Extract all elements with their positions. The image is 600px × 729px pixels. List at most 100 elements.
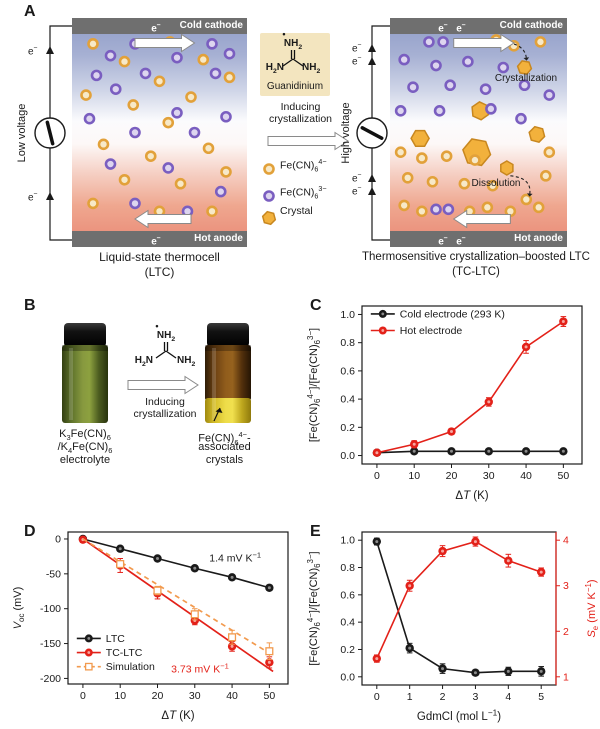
ferricyanide-ion xyxy=(129,197,141,210)
ferricyanide-ion xyxy=(90,69,103,82)
left-vial-label-line3: electrolyte xyxy=(59,454,111,466)
electron-direction-arrowhead xyxy=(368,57,376,65)
tcltc-caption-line1: Thermosensitive crystallization–boosted … xyxy=(362,251,590,263)
ferricyanide-ion xyxy=(109,83,122,95)
guanidinium-box xyxy=(260,33,330,96)
molecule-top-group: NH2 xyxy=(156,330,176,343)
ferrocyanide-ion xyxy=(458,177,471,190)
svg-text:10: 10 xyxy=(408,470,420,482)
ferricyanide-ion xyxy=(515,112,527,125)
svg-text:1.0: 1.0 xyxy=(340,309,355,321)
chart-c-svg: 0 10 20 30 40 50 0.0 0.2 0.4 0.6 0.8 1.0 ΔT (K) [Fe(C… xyxy=(306,305,583,502)
ferricyanide-ion xyxy=(214,185,227,198)
ferrocyanide-ion xyxy=(401,172,414,184)
svg-text:0.2: 0.2 xyxy=(340,644,355,656)
phase-change-arrow xyxy=(503,41,527,58)
svg-text:Simulation: Simulation xyxy=(106,661,155,673)
plot-frame xyxy=(361,305,583,465)
ferrocyanide-ion xyxy=(469,154,481,166)
panel-a-label: A xyxy=(24,3,36,20)
ferrocyanide-ion xyxy=(144,150,157,162)
svg-text:2: 2 xyxy=(440,691,446,703)
svg-text:4: 4 xyxy=(505,691,511,703)
ferrocyanide-ion xyxy=(534,36,547,48)
electron-direction-arrowhead xyxy=(46,46,54,54)
svg-text:Hot electrode: Hot electrode xyxy=(400,325,463,337)
molecule-top-group: NH2 xyxy=(283,38,303,51)
ferricyanide-ion xyxy=(518,79,531,92)
electron-label: e− xyxy=(456,22,466,35)
chart-d: 0 10 20 30 40 50 0 -50 -100 -150 -200 ΔT (K) Voc (mV… xyxy=(8,526,298,728)
tc-ltc-cell xyxy=(390,18,567,247)
svg-text:Voc (mV): Voc (mV) xyxy=(12,587,26,630)
electron-direction-arrowhead xyxy=(368,187,376,195)
right-vial-label-line2: associated xyxy=(198,441,251,453)
svg-text:0.8: 0.8 xyxy=(340,562,355,574)
svg-text:ΔT (K): ΔT (K) xyxy=(455,490,488,502)
ferricyanide-ion xyxy=(171,107,183,119)
molecule-left-group: H2N xyxy=(265,62,284,75)
svg-text:0: 0 xyxy=(374,470,380,482)
crystal-hexagon xyxy=(528,125,546,144)
svg-text:0.8: 0.8 xyxy=(340,337,355,349)
ferrocyanide-ion xyxy=(398,199,410,212)
low-voltage-label: Low voltage xyxy=(16,103,28,163)
chart-e-svg: 0 1 2 3 4 5 0.0 0.2 0.4 0.6 0.8 1.0 1 2 3 4 Se (mV K−1) G… xyxy=(306,531,600,723)
ferrocyanide-ion xyxy=(532,201,545,214)
svg-text:0.0: 0.0 xyxy=(340,671,355,683)
ferricyanide-ion xyxy=(129,126,141,139)
legend-crystal-label: Crystal xyxy=(280,205,313,217)
legend-ferricyanide-label: Fe(CN)63− xyxy=(280,185,327,201)
ferrocyanide-ion xyxy=(220,166,232,178)
ferricyanide-ion xyxy=(423,36,435,48)
left-vial-label-line2: /K4Fe(CN)6 xyxy=(57,441,113,456)
svg-text:30: 30 xyxy=(483,470,495,482)
electron-label: e− xyxy=(456,235,466,248)
svg-text:1.4 mV K−1: 1.4 mV K−1 xyxy=(209,550,261,564)
chart-e: 0 1 2 3 4 5 0.0 0.2 0.4 0.6 0.8 1.0 1 2 3 4 Se (mV K−1) G… xyxy=(304,526,600,729)
crystal-vial xyxy=(205,323,251,423)
svg-text:50: 50 xyxy=(264,690,276,702)
vial-cap xyxy=(207,323,249,347)
svg-text:[Fe(CN)64−]/[Fe(CN)63−]: [Fe(CN)64−]/[Fe(CN)63−] xyxy=(306,551,322,665)
svg-text:1: 1 xyxy=(563,671,569,683)
phase-change-arrowhead xyxy=(523,57,530,61)
ferricyanide-ion xyxy=(83,112,96,125)
svg-text:Se (mV K−1): Se (mV K−1) xyxy=(584,579,600,637)
high-voltage-meter xyxy=(356,117,388,149)
ferrocyanide-ion xyxy=(394,146,407,158)
ferricyanide-ion xyxy=(104,49,117,62)
svg-text:1: 1 xyxy=(407,691,413,703)
ferrocyanide-ion xyxy=(543,146,556,158)
crystal-hexagon xyxy=(261,210,277,226)
ferricyanide-ion xyxy=(394,105,407,117)
electron-flow-arrow xyxy=(134,33,196,53)
ferrocyanide-ion xyxy=(202,142,215,155)
svg-text:LTC: LTC xyxy=(106,633,125,645)
process-line-1: Inducing xyxy=(145,396,185,408)
cold-cathode-bar xyxy=(72,18,247,34)
ferricyanide-ion xyxy=(433,105,446,117)
process-line-2: crystallization xyxy=(133,408,197,420)
molecule-bonds xyxy=(282,50,304,67)
data-point xyxy=(228,633,237,642)
crystal-pointer-arrowhead xyxy=(215,408,223,413)
svg-text:0.0: 0.0 xyxy=(340,450,355,462)
right-vial-label-line3: crystals xyxy=(205,454,244,466)
svg-text:GdmCl (mol L−1): GdmCl (mol L−1) xyxy=(417,709,501,723)
ferricyanide-ion xyxy=(430,59,442,72)
ferrocyanide-ion xyxy=(127,99,140,111)
brown-supernatant xyxy=(205,345,251,401)
electron-direction-arrowhead xyxy=(46,192,54,200)
svg-text:-150: -150 xyxy=(40,638,61,650)
radical-dot: • xyxy=(282,29,286,39)
vial-cap xyxy=(64,323,106,347)
crystal-hexagon xyxy=(516,60,533,75)
ferrocyanide-ion xyxy=(520,193,533,206)
electron-direction-arrowhead xyxy=(368,174,376,182)
ferrocyanide-ion xyxy=(416,205,428,218)
ferrocyanide-ion xyxy=(162,116,175,129)
svg-text:2: 2 xyxy=(563,626,569,638)
svg-text:3: 3 xyxy=(563,580,569,592)
